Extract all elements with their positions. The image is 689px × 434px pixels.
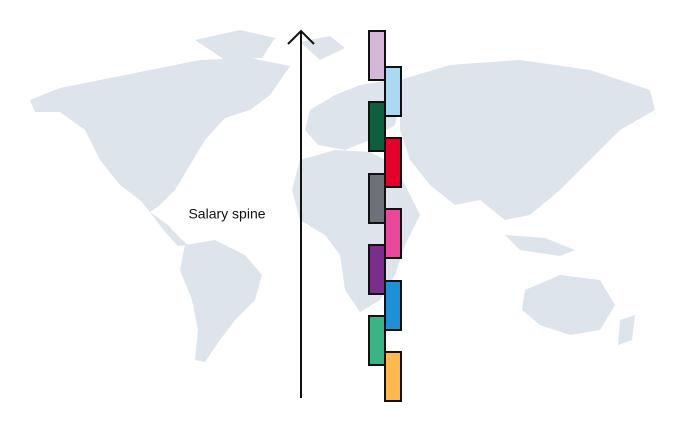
salary-bands [368, 30, 402, 402]
band [368, 173, 386, 224]
band [368, 101, 386, 152]
band [368, 315, 386, 366]
band [384, 351, 402, 402]
band [368, 30, 386, 81]
spine-label: Salary spine [188, 206, 265, 222]
band [368, 244, 386, 295]
world-map [30, 30, 655, 362]
band [384, 208, 402, 259]
band [384, 280, 402, 331]
band [384, 66, 402, 117]
spine-arrow [287, 29, 315, 398]
band [384, 137, 402, 188]
